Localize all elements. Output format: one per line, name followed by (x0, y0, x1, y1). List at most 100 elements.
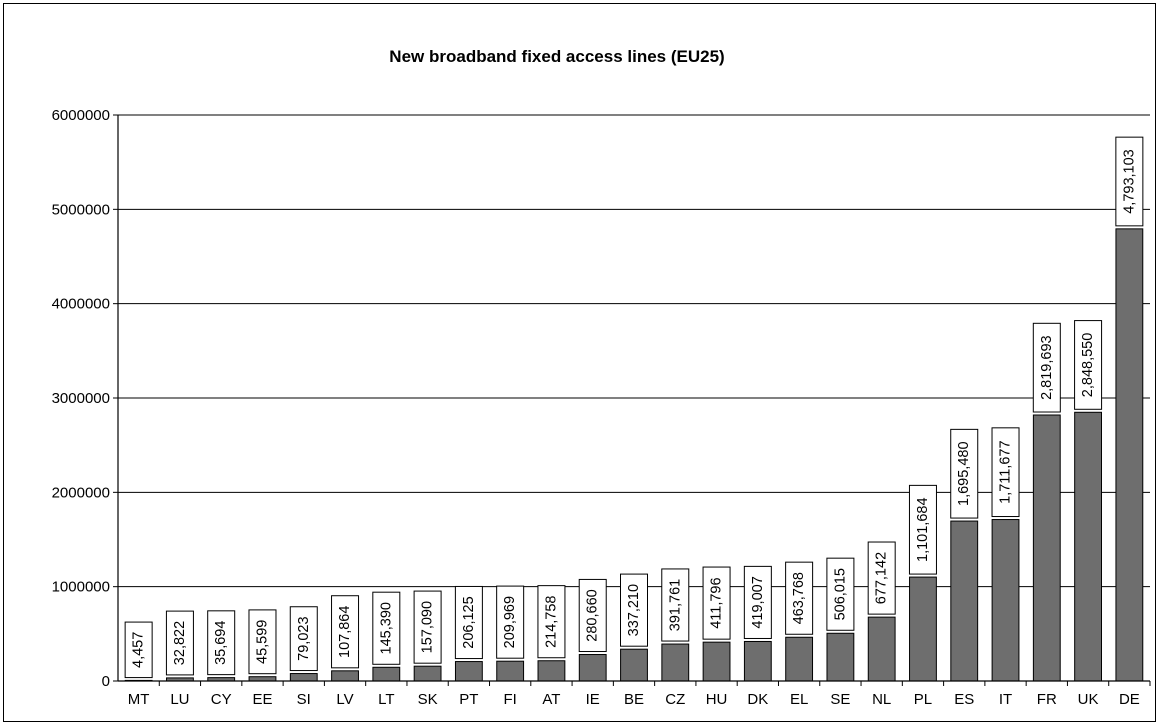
bar-it (991, 519, 1020, 682)
y-tick-label: 6000000 (52, 107, 110, 124)
x-tick-label: AT (542, 691, 560, 708)
data-label-box (1074, 320, 1103, 410)
x-tick-label: LV (336, 691, 353, 708)
data-label-lt: 145,390 (372, 591, 401, 665)
bar-cz (661, 643, 690, 682)
bar-lt (372, 666, 401, 682)
data-label-box (248, 609, 277, 675)
bar-nl (867, 616, 896, 682)
x-tick-label: SI (297, 691, 311, 708)
data-label-sk: 157,090 (413, 590, 442, 664)
data-label-box (1115, 136, 1144, 227)
x-tick-label: ES (954, 691, 974, 708)
bar-es (950, 520, 979, 682)
x-tick-label: LU (170, 691, 189, 708)
y-tick-label: 0 (102, 673, 110, 690)
data-label-text: 4,457 (131, 632, 147, 668)
data-label-box (785, 561, 814, 635)
bar-pt (454, 661, 483, 682)
data-label-text: 45,599 (254, 620, 270, 664)
data-label-text: 32,822 (172, 621, 188, 665)
chart-title: New broadband fixed access lines (EU25) (389, 47, 724, 66)
chart-frame: New broadband fixed access lines (EU25) … (3, 3, 1156, 722)
x-tick-label: SK (418, 691, 438, 708)
bar-chart: New broadband fixed access lines (EU25) … (52, 47, 1151, 708)
x-tick-label: HU (706, 691, 728, 708)
data-label-nl: 677,142 (867, 541, 896, 615)
y-tick-label: 3000000 (52, 390, 110, 407)
y-tick-label: 2000000 (52, 484, 110, 501)
data-label-cz: 391,761 (661, 568, 690, 642)
data-label-text: 2,848,550 (1080, 333, 1096, 398)
data-label-box (702, 566, 731, 640)
x-tick-label: IE (586, 691, 600, 708)
data-label-text: 1,695,480 (956, 441, 972, 506)
data-label-es: 1,695,480 (950, 428, 979, 519)
data-label-text: 419,007 (750, 576, 766, 628)
x-axis: MT LU CY EE SI LV LT SK PT FI AT IE BE CZ HU DK EL SE NL PL… (118, 680, 1151, 708)
data-label-at: 214,758 (537, 585, 566, 659)
data-label-box (372, 591, 401, 665)
bar-at (537, 660, 566, 682)
data-label-box (165, 610, 194, 676)
data-label-box (661, 568, 690, 642)
bar-fi (496, 660, 525, 682)
data-label-box (826, 557, 855, 631)
data-label-text: 337,210 (626, 584, 642, 636)
bar-si (289, 673, 318, 682)
data-label-box (908, 484, 937, 575)
data-label-text: 209,969 (502, 596, 518, 648)
data-label-box (207, 610, 236, 676)
data-label-it: 1,711,677 (991, 427, 1020, 518)
data-label-text: 677,142 (874, 552, 890, 604)
bar-pl (909, 576, 937, 682)
x-tick-label: DK (747, 691, 768, 708)
data-label-text: 157,090 (420, 601, 436, 653)
bar-uk (1074, 411, 1102, 682)
x-tick-label: LT (378, 691, 394, 708)
data-label-box (537, 585, 566, 659)
data-label-ee: 45,599 (248, 609, 277, 675)
x-tick-label: FI (503, 691, 516, 708)
bar-sk (413, 665, 442, 682)
gridlines (118, 114, 1150, 682)
data-label-text: 4,793,103 (1121, 149, 1137, 214)
y-axis: 0 1000000 2000000 3000000 4000000 5000000 6000… (52, 107, 119, 690)
data-label-text: 145,390 (378, 602, 394, 654)
bar-se (826, 632, 855, 682)
data-label-box (867, 541, 896, 615)
bar-lv (331, 670, 359, 682)
data-label-text: 506,015 (832, 568, 848, 620)
data-label-box (578, 578, 607, 653)
data-label-text: 79,023 (296, 616, 312, 660)
data-label-fr: 2,819,693 (1032, 322, 1061, 413)
data-label-hu: 411,796 (702, 566, 731, 640)
data-label-text: 280,660 (585, 589, 601, 641)
bar-dk (743, 640, 772, 682)
data-label-text: 1,711,677 (998, 440, 1014, 503)
data-label-si: 79,023 (289, 606, 318, 672)
data-label-cy: 35,694 (207, 610, 236, 676)
x-tick-label: IT (999, 691, 1012, 708)
data-label-box (1032, 322, 1061, 413)
x-tick-label: PT (459, 691, 478, 708)
bar-be (620, 648, 648, 682)
data-label-lv: 107,864 (331, 595, 360, 669)
data-label-pt: 206,125 (454, 585, 483, 660)
data-label-uk: 2,848,550 (1074, 320, 1103, 410)
data-label-mt: 4,457 (124, 621, 153, 679)
data-label-text: 391,761 (667, 579, 683, 631)
data-label-text: 214,758 (543, 595, 559, 647)
x-tick-label: BE (624, 691, 644, 708)
x-tick-label: FR (1037, 691, 1057, 708)
data-label-box (743, 565, 772, 639)
data-label-se: 506,015 (826, 557, 855, 631)
data-label-box (331, 595, 360, 669)
data-label-de: 4,793,103 (1115, 136, 1144, 227)
data-label-box (991, 427, 1020, 518)
y-tick-label: 1000000 (52, 579, 110, 596)
data-label-text: 35,694 (213, 621, 229, 665)
y-tick-label: 4000000 (52, 296, 110, 313)
data-label-be: 337,210 (620, 573, 648, 647)
data-label-box (289, 606, 318, 672)
